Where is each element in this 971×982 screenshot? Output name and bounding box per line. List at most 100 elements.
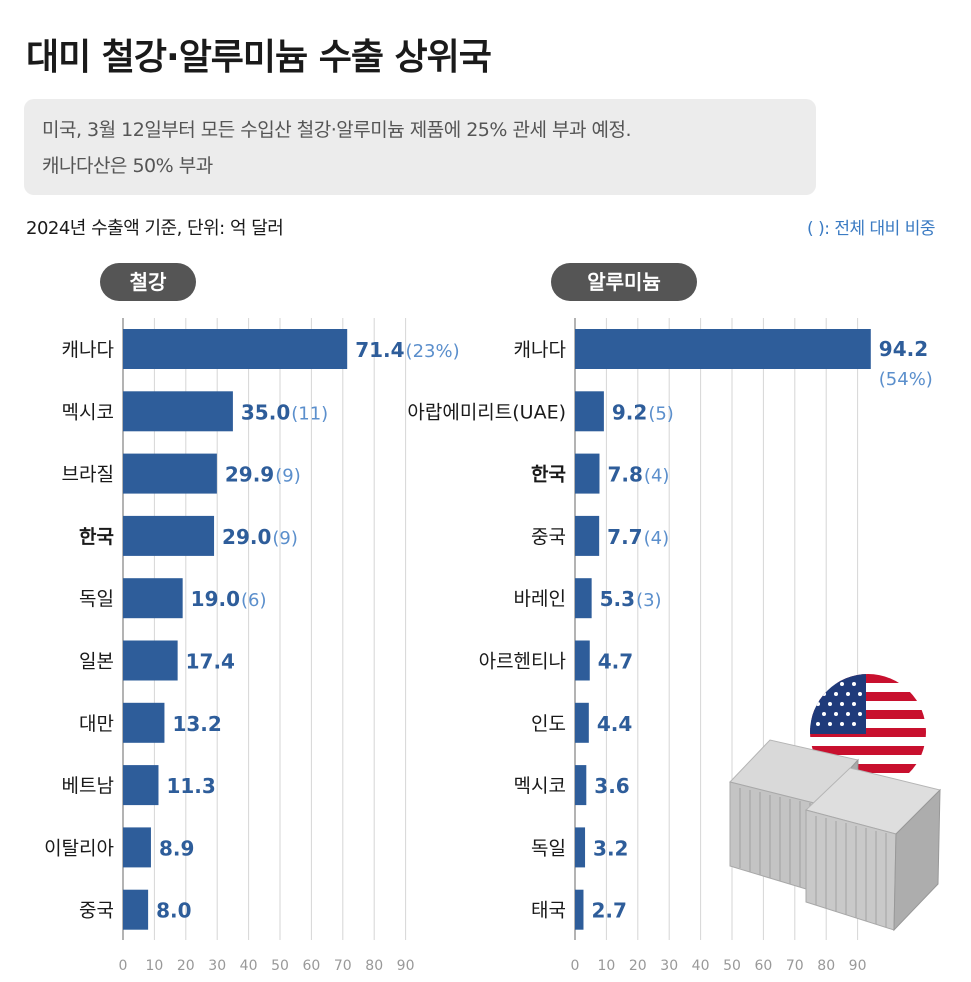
shipping-container-icon [729, 739, 941, 932]
steel-category-label: 베트남 [62, 775, 114, 797]
aluminum-tick-label: 50 [723, 958, 741, 974]
steel-category-label: 일본 [79, 651, 114, 673]
steel-chart: 0 10 20 30 40 50 60 70 80 90 캐나다 71.4 (23%) 멕시코 35.0 (1… [44, 318, 460, 974]
unit-note: 2024년 수출액 기준, 단위: 억 달러 [26, 218, 284, 239]
aluminum-tick-label: 70 [786, 958, 804, 974]
subtitle-line-1: 미국, 3월 12일부터 모든 수입산 철강·알루미늄 제품에 25% 관세 부… [42, 119, 632, 141]
steel-bar [123, 765, 159, 806]
aluminum-bar [575, 889, 584, 930]
aluminum-tick-label: 60 [754, 958, 772, 974]
steel-share-label: (6) [241, 590, 267, 611]
steel-bar [123, 515, 215, 556]
steel-value-label: 13.2 [172, 712, 221, 736]
aluminum-bar [575, 827, 586, 868]
steel-bar [123, 391, 233, 432]
aluminum-value-label: 3.2 [593, 836, 628, 860]
aluminum-category-label: 인도 [531, 713, 566, 735]
aluminum-bar [575, 702, 589, 743]
steel-tick-label: 20 [177, 958, 195, 974]
aluminum-share-label: (4) [644, 528, 670, 549]
steel-category-label: 독일 [79, 588, 114, 610]
steel-tick-label: 0 [119, 958, 128, 974]
steel-value-label: 11.3 [166, 774, 215, 798]
aluminum-bar [575, 453, 600, 494]
steel-tick-label: 60 [302, 958, 320, 974]
steel-value-label: 8.9 [159, 836, 194, 860]
aluminum-bar [575, 640, 590, 681]
steel-bar [123, 329, 348, 369]
aluminum-category-label: 캐나다 [514, 339, 566, 361]
aluminum-value-label: 4.4 [597, 712, 632, 736]
subtitle-line-2: 캐나다산은 50% 부과 [42, 155, 213, 177]
steel-bar [123, 702, 165, 743]
aluminum-value-label: 2.7 [591, 899, 626, 923]
aluminum-chart-title: 알루미늄 [551, 263, 697, 301]
aluminum-value-label: 4.7 [598, 650, 633, 674]
aluminum-category-label: 중국 [531, 526, 566, 548]
aluminum-bar [575, 515, 600, 556]
steel-category-label: 대만 [79, 713, 114, 735]
aluminum-tick-label: 20 [629, 958, 647, 974]
steel-value-label: 29.9 [225, 463, 274, 487]
aluminum-category-label: 바레인 [514, 588, 566, 610]
aluminum-value-label: 9.2 [612, 400, 647, 424]
aluminum-tick-label: 90 [849, 958, 867, 974]
steel-share-label: (11) [291, 403, 328, 424]
steel-share-label: (9) [272, 528, 298, 549]
aluminum-tick-label: 10 [597, 958, 615, 974]
steel-value-label: 19.0 [191, 587, 240, 611]
steel-category-label: 멕시코 [62, 401, 114, 423]
subtitle-box: 미국, 3월 12일부터 모든 수입산 철강·알루미늄 제품에 25% 관세 부… [24, 99, 816, 195]
steel-value-label: 71.4 [355, 338, 404, 362]
steel-category-label: 중국 [79, 900, 114, 922]
steel-bar [123, 889, 149, 930]
aluminum-tick-label: 80 [817, 958, 835, 974]
aluminum-value-label: 94.2 [879, 337, 928, 361]
aluminum-value-label: 5.3 [600, 587, 635, 611]
page-title: 대미 철강·알루미늄 수출 상위국 [26, 37, 492, 78]
aluminum-tick-label: 30 [660, 958, 678, 974]
aluminum-category-label: 멕시코 [514, 775, 566, 797]
aluminum-value-label: 7.8 [607, 463, 642, 487]
steel-chart-title: 철강 [100, 263, 196, 301]
aluminum-bar [575, 391, 604, 432]
steel-share-label: (23%) [406, 341, 460, 362]
steel-category-label: 이탈리아 [44, 837, 114, 859]
steel-value-label: 8.0 [156, 899, 191, 923]
steel-bar [123, 827, 151, 868]
aluminum-tick-label: 40 [692, 958, 710, 974]
steel-value-label: 17.4 [186, 650, 235, 674]
aluminum-tick-label: 0 [571, 958, 580, 974]
steel-tick-label: 80 [365, 958, 383, 974]
steel-bar [123, 640, 178, 681]
steel-category-label: 캐나다 [62, 339, 114, 361]
steel-value-label: 35.0 [241, 400, 290, 424]
share-note: ( ): 전체 대비 비중 [807, 219, 935, 239]
steel-category-label: 한국 [79, 526, 114, 548]
steel-tick-label: 70 [334, 958, 352, 974]
steel-share-label: (9) [275, 466, 301, 487]
steel-tick-label: 40 [240, 958, 258, 974]
aluminum-share-label: (3) [636, 590, 662, 611]
aluminum-value-label: 7.7 [607, 525, 642, 549]
steel-tick-label: 30 [208, 958, 226, 974]
aluminum-category-label: 독일 [531, 837, 566, 859]
steel-tick-label: 10 [145, 958, 163, 974]
aluminum-chart: 0 10 20 30 40 50 60 70 80 90 캐나다 94.2 (54%) 아랍에미리트(UA… [407, 318, 933, 974]
aluminum-bar [575, 765, 587, 806]
aluminum-bar [575, 578, 592, 619]
steel-tick-label: 90 [397, 958, 415, 974]
steel-tick-label: 50 [271, 958, 289, 974]
aluminum-category-label: 한국 [531, 464, 566, 486]
aluminum-bar [575, 329, 871, 369]
steel-value-label: 29.0 [222, 525, 271, 549]
aluminum-share-label: (5) [648, 403, 674, 424]
aluminum-value-label: 3.6 [594, 774, 629, 798]
aluminum-share-label: (4) [644, 466, 670, 487]
steel-bar [123, 578, 183, 619]
steel-category-label: 브라질 [62, 464, 114, 486]
aluminum-category-label: 태국 [531, 900, 566, 922]
aluminum-share-label: (54%) [879, 369, 933, 390]
aluminum-category-label: 아르헨티나 [479, 651, 566, 673]
